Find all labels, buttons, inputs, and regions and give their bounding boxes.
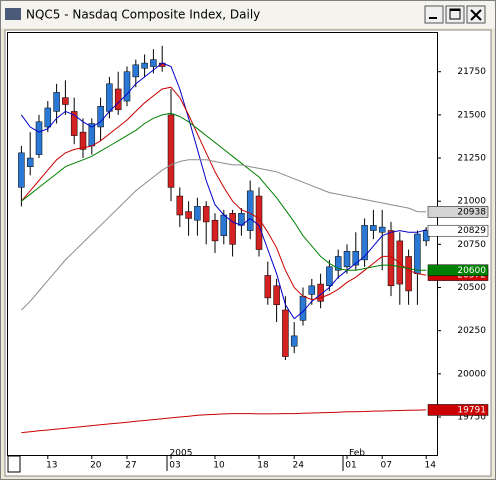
x-tick-label: 01: [345, 461, 356, 471]
candle-body: [264, 275, 272, 299]
candle-body: [114, 88, 122, 110]
candle-body: [141, 62, 148, 69]
candle-body: [106, 83, 113, 112]
window-icon: [5, 8, 21, 20]
window-title: NQC5 - Nasdaq Composite Index, Daily: [26, 8, 260, 22]
plot: 19750 20000 20250 20500 20750 21000 21250 21500…: [18, 45, 486, 471]
candle-body: [334, 256, 342, 271]
candle-body: [370, 225, 377, 231]
x-tick-label: 27: [125, 461, 136, 471]
x-tick-label: 24: [292, 461, 304, 471]
candle-body: [255, 195, 263, 250]
last-value-label: 20829: [457, 226, 486, 236]
last-value-box: [427, 264, 489, 277]
candle-body: [273, 285, 280, 306]
candle-body: [167, 114, 175, 188]
y-tick-label: 20000: [457, 369, 486, 379]
candle-body: [290, 335, 298, 347]
last-value-label: 20600: [457, 266, 486, 276]
close-button[interactable]: [466, 5, 486, 24]
candle-body: [378, 226, 386, 233]
candle-body: [44, 107, 52, 128]
last-value-label: 19791: [457, 405, 486, 415]
x-tick-label: 13: [46, 461, 57, 471]
candle-body: [396, 240, 404, 285]
candle-body: [220, 214, 228, 236]
candle-body: [326, 266, 333, 287]
last-value-box: [427, 224, 489, 237]
candle-body: [282, 309, 289, 357]
period-label: Feb: [349, 449, 365, 459]
candle-body: [352, 251, 360, 266]
x-tick-label: 20: [90, 461, 102, 471]
y-tick-label: 19750: [457, 413, 486, 423]
candle-body: [343, 251, 351, 268]
x-tick-label: 14: [424, 461, 436, 471]
candle-body: [70, 111, 78, 136]
candle-body: [26, 157, 34, 167]
x-tick-label: 18: [257, 461, 269, 471]
y-tick-label: 21500: [457, 110, 486, 120]
candle-body: [414, 233, 421, 274]
candle-body: [405, 256, 412, 292]
average-line: [20, 62, 427, 320]
y-tick-label: 21750: [457, 67, 486, 77]
candle-body: [361, 225, 368, 261]
y-tick-label: 20250: [457, 326, 486, 336]
last-value-box: [427, 206, 489, 218]
corner-box: [7, 455, 21, 473]
x-tick-label: 03: [169, 461, 180, 471]
y-tick-label: 20500: [457, 283, 486, 293]
average-line: [21, 112, 427, 271]
last-value-box: [427, 404, 489, 416]
title-bar: [1, 1, 495, 28]
candle-body: [317, 283, 324, 302]
candle-body: [176, 195, 184, 216]
candle-body: [211, 219, 219, 242]
minimize-button[interactable]: [424, 5, 444, 24]
candle-body: [18, 152, 25, 188]
x-tick-label: 10: [213, 461, 225, 471]
candle-body: [185, 211, 192, 219]
average-line: [21, 159, 427, 311]
x-tick-label: 07: [380, 461, 391, 471]
candle-body: [53, 92, 60, 112]
y-tick-label: 21250: [457, 154, 486, 164]
y-tick-label: 21000: [457, 197, 486, 207]
y-tick-label: 20750: [457, 240, 486, 250]
average-line: [21, 409, 427, 434]
candle-body: [132, 64, 140, 78]
candle-body: [35, 121, 43, 155]
candle-body: [97, 105, 104, 128]
average-line: [21, 86, 427, 301]
candle-body: [194, 206, 201, 221]
candle-body: [62, 97, 69, 105]
last-value-label: 20938: [457, 207, 486, 217]
candle-body: [202, 206, 210, 223]
plot-area: [7, 32, 438, 456]
candle-body: [308, 285, 316, 295]
candle-body: [246, 190, 254, 231]
candle-body: [123, 71, 131, 102]
candle-body: [79, 131, 87, 150]
candle-body: [299, 295, 307, 321]
maximize-button[interactable]: [445, 5, 465, 24]
period-label: 2005: [170, 449, 193, 459]
candle-body: [229, 213, 236, 245]
candle-body: [150, 59, 157, 67]
